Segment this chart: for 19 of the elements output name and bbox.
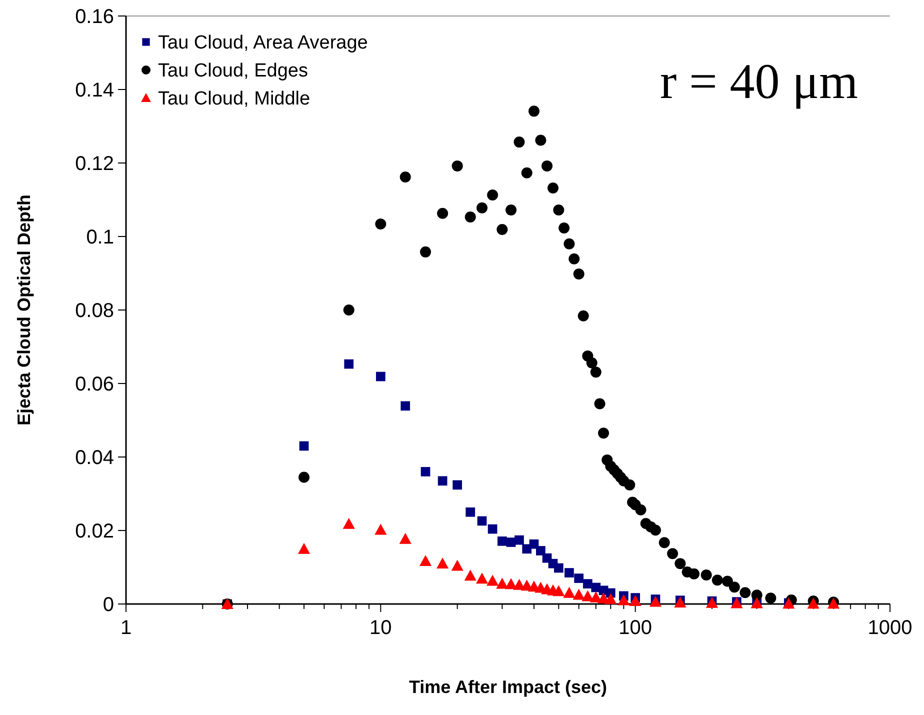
y-tick-label: 0.14 (75, 80, 114, 102)
y-tick-label: 0.04 (75, 447, 114, 469)
annotation: r = 40 μm (660, 53, 858, 109)
x-axis-title: Time After Impact (sec) (408, 677, 608, 697)
legend-label: Tau Cloud, Area Average (158, 32, 368, 54)
legend-label: Tau Cloud, Middle (158, 88, 310, 110)
y-tick-label: 0.02 (75, 520, 114, 542)
y-axis-title: Ejecta Cloud Optical Depth (14, 194, 34, 426)
x-tick-label: 10 (370, 617, 392, 639)
y-tick-label: 0 (102, 594, 114, 616)
x-tick-label: 1 (120, 617, 132, 639)
y-tick-label: 0.16 (75, 6, 114, 28)
x-tick-label: 100 (618, 617, 652, 639)
y-tick-label: 0.06 (75, 374, 114, 396)
y-tick-label: 0.1 (86, 226, 114, 248)
x-tick-label: 1000 (868, 617, 912, 639)
y-tick-label: 0.08 (75, 300, 114, 322)
legend-label: Tau Cloud, Edges (158, 60, 308, 82)
y-tick-label: 0.12 (75, 153, 114, 175)
